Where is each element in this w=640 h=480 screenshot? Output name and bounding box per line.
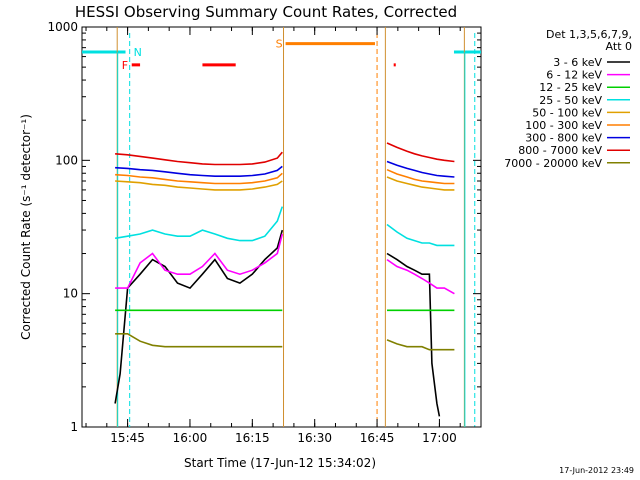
legend-label: 12 - 25 keV: [539, 81, 602, 94]
x-tick-label: 16:15: [235, 431, 270, 445]
series-line-9: [115, 333, 283, 348]
series-line-5: [386, 176, 455, 191]
chart-title: HESSI Observing Summary Count Rates, Cor…: [75, 3, 457, 21]
series-layer: [114, 27, 466, 427]
legend-header: Det 1,3,5,6,7,9,: [546, 28, 632, 41]
plot-frame: [81, 26, 482, 428]
series-line-4: [386, 223, 455, 247]
x-tick-label: 15:45: [110, 431, 145, 445]
legend-label: 800 - 7000 keV: [518, 144, 602, 157]
flag-label-F: F: [122, 59, 128, 72]
footer-stamp: 17-Jun-2012 23:49: [559, 466, 634, 475]
series-line-4: [114, 206, 284, 242]
series-line-9: [386, 339, 455, 351]
series-line-7: [386, 160, 455, 178]
y-tick-label: 100: [55, 153, 78, 167]
legend-header: Att 0: [606, 40, 632, 53]
series-line-2: [386, 258, 455, 295]
series-line-8: [115, 151, 283, 166]
y-tick-label: 1: [70, 420, 78, 434]
x-axis-ticks: 15:45 16:00 16:15 16:30 16:45 17:00: [85, 27, 482, 445]
series-line-7: [115, 165, 283, 177]
series-line-8: [386, 142, 455, 163]
y-axis-ticks: 1 10 100 1000: [47, 20, 481, 434]
y-tick-label: 10: [63, 287, 78, 301]
x-tick-label: 16:30: [297, 431, 332, 445]
series-line-5: [115, 180, 283, 191]
legend-label: 300 - 800 keV: [525, 132, 602, 145]
legend-label: 25 - 50 keV: [539, 94, 602, 107]
legend-label: 7000 - 20000 keV: [504, 157, 602, 170]
legend-label: 50 - 100 keV: [532, 106, 602, 119]
legend-label: 6 - 12 keV: [546, 69, 602, 82]
flag-label-S: S: [276, 38, 283, 51]
y-axis-label: Corrected Count Rate (s⁻¹ detector⁻¹): [19, 114, 33, 340]
series-line-1: [386, 252, 441, 417]
x-tick-label: 16:45: [360, 431, 395, 445]
y-tick-label: 1000: [47, 20, 78, 34]
flag-label-N: N: [134, 46, 142, 59]
series-line-1: [114, 229, 284, 404]
x-axis-label: Start Time (17-Jun-12 15:34:02): [184, 456, 376, 470]
legend-label: 100 - 300 keV: [525, 119, 602, 132]
series-line-6: [115, 172, 283, 185]
series-line-6: [386, 168, 455, 185]
x-tick-label: 17:00: [422, 431, 457, 445]
legend-label: 3 - 6 keV: [553, 56, 602, 69]
series-line-2: [115, 233, 284, 289]
x-tick-label: 16:00: [173, 431, 208, 445]
